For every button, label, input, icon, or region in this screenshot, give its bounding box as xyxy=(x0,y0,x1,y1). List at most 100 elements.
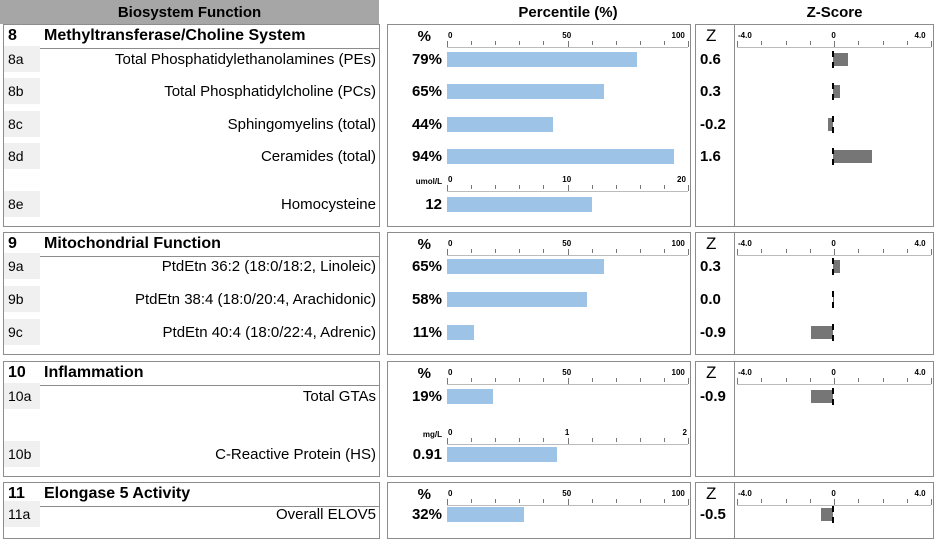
row-value: 65% xyxy=(411,258,442,275)
section-title-divider xyxy=(3,506,380,507)
row-value: 79% xyxy=(411,51,442,68)
percentile-scale-tick xyxy=(543,249,545,253)
z-scale-tick xyxy=(906,378,908,382)
row-label: Overall ELOV5 xyxy=(275,506,376,523)
row-value: 58% xyxy=(411,291,442,308)
z-scale-axis-line xyxy=(737,47,931,48)
section-percentile-box xyxy=(387,361,691,477)
z-scale-tick-label: 0 xyxy=(831,368,836,377)
unit-scale-tick xyxy=(567,185,569,191)
z-zero-line xyxy=(832,291,834,308)
z-score-bar xyxy=(810,390,833,403)
z-value: 0.3 xyxy=(700,83,721,100)
percentile-scale-tick-label: 100 xyxy=(671,239,685,248)
unit-scale-tick xyxy=(639,438,641,442)
z-column-head: Z xyxy=(706,484,717,503)
percentile-scale-tick xyxy=(591,499,593,503)
row-label: Total Phosphatidylcholine (PCs) xyxy=(164,83,376,100)
z-score-bar xyxy=(820,508,833,521)
percentile-scale-tick xyxy=(688,378,689,384)
row-id: 8a xyxy=(4,46,40,72)
unit-scale-tick xyxy=(591,185,593,189)
z-scale-tick xyxy=(737,378,738,384)
percentile-scale-tick xyxy=(447,249,448,255)
z-scale-axis-line xyxy=(737,255,931,256)
section-title: Mitochondrial Function xyxy=(44,235,221,252)
percentile-bar xyxy=(447,259,604,274)
percentile-header: Percentile (%) xyxy=(518,3,618,21)
z-scale-tick xyxy=(834,499,835,505)
row-label: Sphingomyelins (total) xyxy=(227,116,376,133)
percent-column-head: % xyxy=(417,28,431,45)
percentile-scale-tick-label: 0 xyxy=(448,239,453,248)
unit-scale-tick xyxy=(447,438,448,444)
section-zchart-box xyxy=(734,361,934,477)
z-scale-tick xyxy=(834,378,835,384)
z-zero-line xyxy=(832,258,834,275)
percentile-scale-tick xyxy=(447,41,448,47)
percentile-scale-tick xyxy=(567,41,569,47)
section-left-box xyxy=(3,232,380,355)
z-zero-line xyxy=(832,51,834,68)
percentile-bar xyxy=(447,149,674,164)
z-scale-tick-label: 4.0 xyxy=(914,368,926,377)
unit-scale-tick xyxy=(543,185,545,189)
percentile-scale-tick xyxy=(591,249,593,253)
percentile-scale-tick xyxy=(639,499,641,503)
percentile-scale-tick xyxy=(615,249,617,253)
percentile-bar xyxy=(447,447,557,462)
unit-scale-tick xyxy=(591,438,593,442)
percentile-bar xyxy=(447,389,493,404)
z-scale-tick xyxy=(858,499,860,503)
row-id: 11a xyxy=(4,501,40,527)
z-scale-axis-line xyxy=(737,505,931,506)
unit-scale-axis-line xyxy=(447,444,688,445)
z-zero-line xyxy=(832,324,834,341)
section-z-box xyxy=(695,232,735,355)
percentile-scale-axis-line xyxy=(447,47,688,48)
section-number: 11 xyxy=(8,485,25,502)
z-scale-axis-line xyxy=(737,384,931,385)
percentile-scale-tick xyxy=(688,499,689,505)
percentile-scale-tick xyxy=(615,41,617,45)
unit-scale-tick xyxy=(495,438,497,442)
z-scale-tick-label: 4.0 xyxy=(914,239,926,248)
percentile-scale-tick xyxy=(447,378,448,384)
percent-column-head: % xyxy=(417,486,431,503)
z-scale-tick xyxy=(882,378,884,382)
percentile-scale-tick xyxy=(471,249,473,253)
z-scale-tick-label: 0 xyxy=(831,239,836,248)
z-scale-tick-label: 4.0 xyxy=(914,489,926,498)
percentile-scale-tick xyxy=(567,249,569,255)
unit-scale-tick-label: 10 xyxy=(562,175,572,184)
z-score-bar xyxy=(828,118,833,131)
z-scale-tick xyxy=(761,41,763,45)
percent-column-head: % xyxy=(417,236,431,253)
percentile-scale-tick xyxy=(663,378,665,382)
unit-scale-tick-label: 2 xyxy=(682,428,687,437)
percentile-scale-tick xyxy=(543,378,545,382)
z-scale-tick-label: -4.0 xyxy=(738,368,752,377)
unit-scale-tick xyxy=(615,438,617,442)
z-zero-line xyxy=(832,388,834,405)
percentile-scale-tick xyxy=(591,378,593,382)
row-value: 12 xyxy=(425,196,442,213)
percentile-scale-tick xyxy=(495,499,497,503)
unit-scale-tick xyxy=(663,185,665,189)
unit-scale-tick xyxy=(519,438,521,442)
unit-scale-tick xyxy=(471,185,473,189)
row-label: PtdEtn 36:2 (18:0/18:2, Linoleic) xyxy=(161,258,376,275)
biosystem-header: Biosystem Function xyxy=(0,0,379,24)
z-scale-tick-label: -4.0 xyxy=(738,31,752,40)
percentile-scale-tick xyxy=(639,41,641,45)
section-title-divider xyxy=(3,256,380,257)
z-scale-tick xyxy=(858,249,860,253)
z-value: 0.6 xyxy=(700,51,721,68)
unit-scale-tick-label: 1 xyxy=(564,428,570,437)
percentile-scale-tick-label: 0 xyxy=(448,31,453,40)
row-id: 8e xyxy=(4,191,40,217)
section-number: 8 xyxy=(8,27,17,44)
z-zero-line xyxy=(832,148,834,165)
percentile-scale-tick xyxy=(495,41,497,45)
percent-column-head: % xyxy=(417,365,431,382)
